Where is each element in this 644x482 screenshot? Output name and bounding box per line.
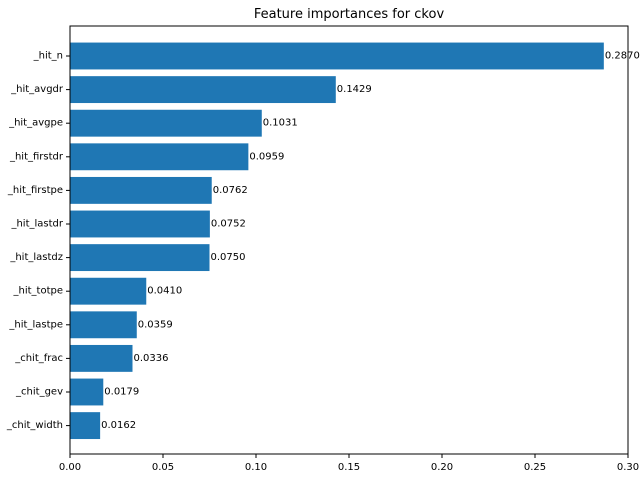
chart-title: Feature importances for ckov <box>254 7 445 22</box>
bar <box>70 176 212 204</box>
x-tick-label: 0.10 <box>245 462 267 473</box>
bar-value-label: 0.0179 <box>104 387 139 398</box>
y-tick-label: _hit_avgpe <box>8 118 63 129</box>
bar-value-label: 0.0750 <box>211 252 246 263</box>
y-tick-label: _hit_totpe <box>13 286 64 297</box>
axes-frame <box>69 25 629 455</box>
bar <box>70 311 137 339</box>
bar-value-label: 0.1429 <box>337 84 372 95</box>
x-tick-label: 0.30 <box>617 462 639 473</box>
x-tick-label: 0.25 <box>524 462 546 473</box>
bar <box>70 143 249 171</box>
bar-value-label: 0.0410 <box>147 286 182 297</box>
bar <box>70 344 133 372</box>
bar <box>70 210 210 238</box>
bar <box>70 244 210 272</box>
x-tick-label: 0.15 <box>338 462 360 473</box>
y-tick-label: _hit_n <box>33 51 63 62</box>
x-tick-label: 0.05 <box>152 462 174 473</box>
y-tick-label: _hit_lastdz <box>9 252 63 263</box>
bar-value-label: 0.1031 <box>263 118 298 129</box>
bar <box>70 412 101 440</box>
bar-value-label: 0.0959 <box>249 151 284 162</box>
y-tick-label: _chit_frac <box>14 353 63 364</box>
y-tick-label: _hit_firstpe <box>7 185 63 196</box>
bar-value-label: 0.0336 <box>134 353 169 364</box>
bar <box>70 277 147 305</box>
y-tick-label: _hit_lastdr <box>10 219 63 230</box>
y-tick-label: _chit_width <box>6 420 63 431</box>
bar-value-label: 0.2870 <box>605 51 640 62</box>
bar <box>70 378 104 406</box>
y-tick-label: _hit_avgdr <box>10 84 64 95</box>
bar <box>70 42 604 70</box>
bar-value-label: 0.0752 <box>211 219 246 230</box>
y-tick-label: _hit_lastpe <box>8 319 63 330</box>
plot-area: _hit_n 0.2870 _hit_avgdr 0.1429 _hit_avgpe 0.… <box>6 25 640 473</box>
bar-value-label: 0.0762 <box>213 185 248 196</box>
bar-value-label: 0.0162 <box>101 420 136 431</box>
bar-value-label: 0.0359 <box>138 319 173 330</box>
x-tick-label: 0.00 <box>59 462 81 473</box>
y-tick-label: _hit_firstdr <box>9 151 64 162</box>
y-tick-label: _chit_gev <box>15 387 63 398</box>
bar <box>70 109 262 137</box>
bar <box>70 76 336 104</box>
x-tick-label: 0.20 <box>431 462 453 473</box>
